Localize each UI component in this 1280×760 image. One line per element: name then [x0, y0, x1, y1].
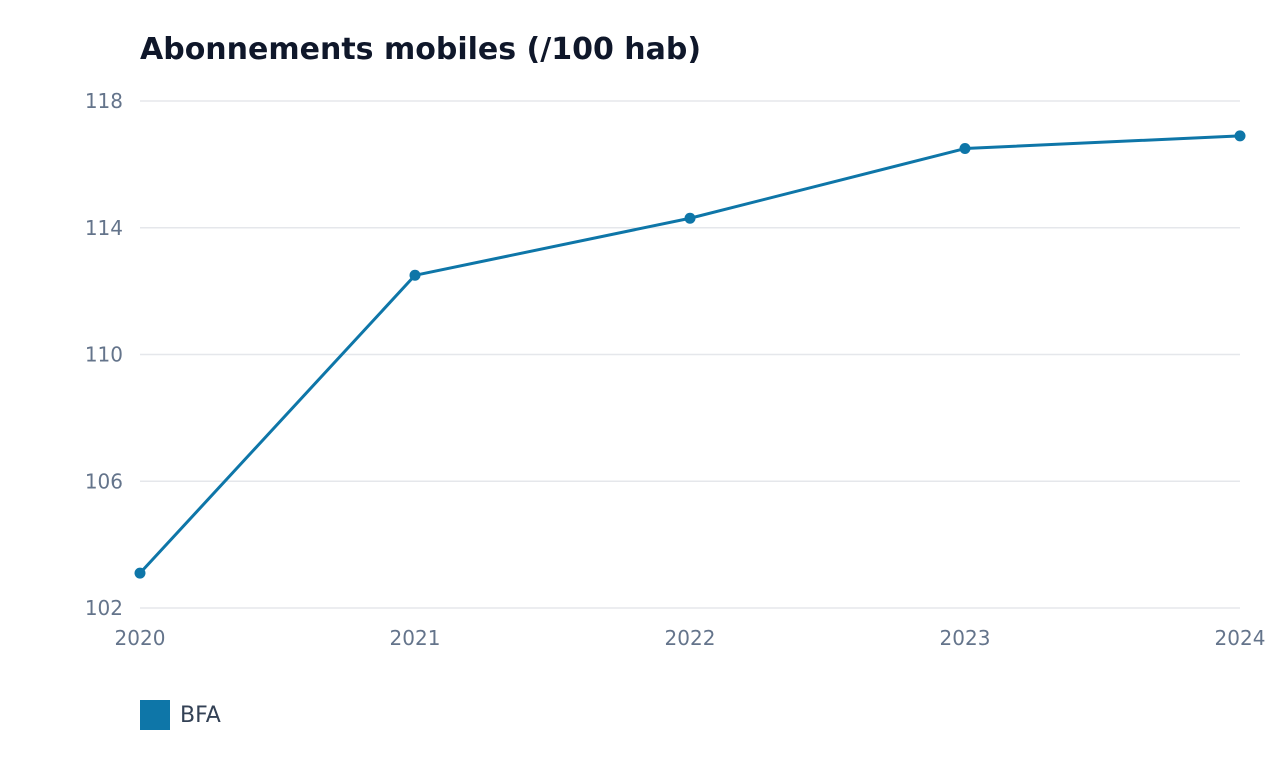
y-tick-label: 110	[85, 343, 123, 367]
x-tick-label: 2022	[665, 626, 716, 650]
legend-label-bfa: BFA	[180, 702, 221, 728]
data-point	[1234, 130, 1246, 142]
x-tick-label: 2024	[1215, 626, 1266, 650]
data-point	[134, 567, 146, 579]
y-tick-label: 114	[85, 216, 123, 240]
data-point	[959, 143, 971, 155]
data-points	[134, 130, 1246, 579]
y-tick-label: 118	[85, 89, 123, 113]
x-tick-label: 2023	[940, 626, 991, 650]
grid-lines	[140, 100, 1240, 609]
x-tick-label: 2021	[390, 626, 441, 650]
legend-swatch-bfa	[140, 700, 170, 730]
data-point	[684, 212, 696, 224]
legend: BFA	[140, 700, 221, 730]
chart-title: Abonnements mobiles (/100 hab)	[140, 32, 702, 67]
x-axis-ticks: 2020 2021 2022 2023 2024	[115, 626, 1266, 650]
y-tick-label: 102	[85, 596, 123, 620]
y-axis-ticks: 102 106 110 114 118	[85, 89, 123, 620]
x-tick-label: 2020	[115, 626, 166, 650]
y-tick-label: 106	[85, 469, 123, 493]
data-point	[409, 269, 421, 281]
